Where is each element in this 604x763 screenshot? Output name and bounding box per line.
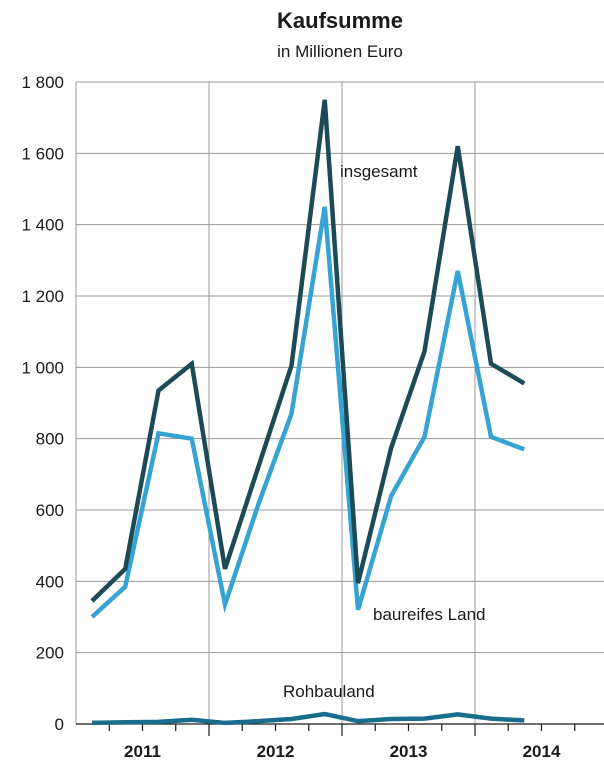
series-label-baureifes-land: baureifes Land	[373, 605, 485, 624]
y-tick-label: 1 400	[21, 216, 64, 235]
y-tick-label: 800	[36, 430, 64, 449]
series-line-insgesamt	[90, 99, 526, 603]
series-lines	[90, 99, 526, 726]
y-tick-label: 0	[55, 715, 64, 734]
y-axis: 0 200 400 600 800 1 000 1 200 1 400 1 600 1 800	[21, 73, 77, 734]
y-tick-label: 200	[36, 644, 64, 663]
x-tick-label: 2011	[124, 742, 161, 761]
series-labels: insgesamt baureifes Land Rohbauland	[283, 162, 485, 701]
chart-title: Kaufsumme	[277, 8, 403, 33]
y-tick-label: 1 200	[21, 287, 64, 306]
y-tick-label: 400	[36, 572, 64, 591]
series-label-insgesamt: insgesamt	[340, 162, 418, 181]
y-tick-label: 1 600	[21, 144, 64, 163]
chart-subtitle: in Millionen Euro	[277, 42, 403, 61]
series-line-rohbauland	[91, 711, 525, 726]
x-tick-label: 2012	[257, 742, 295, 761]
x-axis: 2011 2012 2013 2014	[76, 723, 604, 761]
x-tick-label: 2014	[523, 742, 561, 761]
y-tick-label: 600	[36, 501, 64, 520]
y-tick-label: 1 000	[21, 358, 64, 377]
series-label-rohbauland: Rohbauland	[283, 682, 375, 701]
x-tick-label: 2013	[390, 742, 428, 761]
series-line-baureifes-land	[90, 206, 526, 619]
y-tick-label: 1 800	[21, 73, 64, 92]
